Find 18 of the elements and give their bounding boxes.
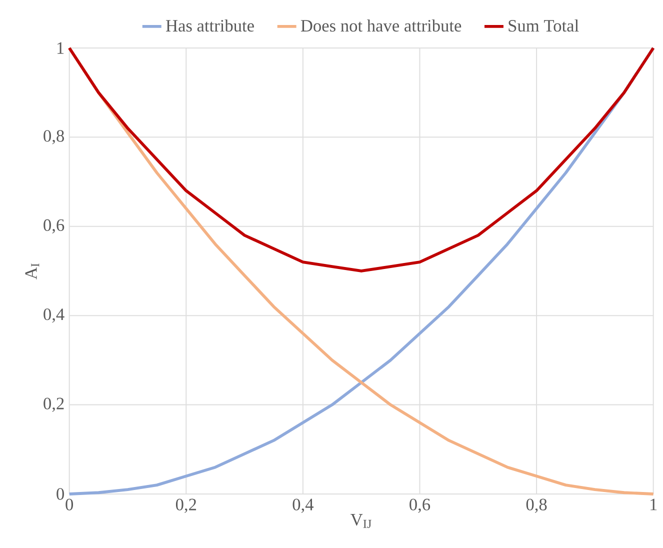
- y-axis-title: A$_{I}$: [25, 263, 40, 280]
- legend-label: Has attribute: [166, 19, 254, 32]
- x-tick-label: 0,2: [176, 498, 196, 513]
- y-tick-label: 0,6: [44, 219, 64, 234]
- y-tick-label: 0: [56, 488, 64, 500]
- x-tick-label: 1: [650, 498, 657, 510]
- y-tick-label: 0,2: [44, 398, 64, 412]
- y-tick-label: 0,8: [44, 130, 64, 144]
- legend-label: Sum Total: [508, 19, 579, 32]
- y-tick-label: 0,4: [44, 308, 64, 323]
- legend-label: Does not have attribute: [300, 19, 462, 32]
- line-series: [68, 46, 655, 272]
- x-tick-label: 0,6: [410, 498, 430, 513]
- x-tick-label: 0: [66, 498, 74, 510]
- y-tick-label: 1: [57, 42, 64, 54]
- x-axis-title: V$_{IJ}$: [350, 514, 372, 528]
- x-tick-label: 0,8: [526, 498, 547, 513]
- x-tick-label: 0,4: [292, 498, 314, 513]
